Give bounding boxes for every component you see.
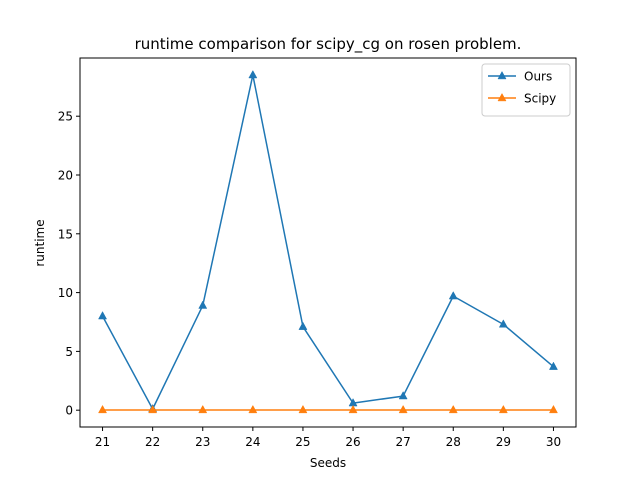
y-tick-label: 20 <box>58 169 73 183</box>
x-tick-label: 22 <box>145 435 160 449</box>
data-point-scipy <box>348 404 358 414</box>
x-tick-label: 21 <box>95 435 110 449</box>
data-point-scipy <box>198 404 208 414</box>
x-tick-label: 24 <box>245 435 260 449</box>
x-tick-label: 30 <box>546 435 561 449</box>
data-point-scipy <box>148 404 158 414</box>
x-tick-label: 23 <box>195 435 210 449</box>
x-tick-label: 29 <box>496 435 511 449</box>
data-point-ours <box>398 391 408 400</box>
data-point-ours <box>248 70 258 79</box>
legend-marker-ours <box>497 70 507 80</box>
data-point-scipy <box>548 404 558 414</box>
data-point-scipy <box>398 404 408 414</box>
x-tick-label: 27 <box>396 435 411 449</box>
data-point-ours <box>98 311 108 320</box>
data-point-scipy <box>298 404 308 414</box>
chart-title: runtime comparison for scipy_cg on rosen… <box>135 35 522 54</box>
data-point-ours <box>448 291 458 300</box>
x-tick-label: 28 <box>446 435 461 449</box>
legend-label-ours: Ours <box>524 70 552 84</box>
legend-marker-scipy <box>497 92 507 102</box>
x-tick-label: 26 <box>345 435 360 449</box>
x-tick-label: 25 <box>295 435 310 449</box>
data-point-ours <box>498 319 508 328</box>
data-point-scipy <box>248 404 258 414</box>
x-axis: 21 22 23 24 25 26 27 28 29 30 <box>95 427 561 449</box>
legend-label-scipy: Scipy <box>524 92 556 106</box>
data-point-ours <box>548 361 558 370</box>
series-line-ours <box>101 74 554 410</box>
plot-frame <box>79 57 577 428</box>
y-axis: 0 5 10 15 20 25 <box>58 110 80 418</box>
legend: Ours Scipy <box>481 63 571 117</box>
y-tick-label: 0 <box>65 404 73 418</box>
data-point-scipy <box>498 404 508 414</box>
data-point-ours <box>198 300 208 309</box>
series-layer <box>98 70 558 414</box>
y-tick-label: 15 <box>58 227 73 241</box>
y-tick-label: 5 <box>65 345 73 359</box>
y-tick-label: 25 <box>58 110 73 124</box>
data-point-scipy <box>98 404 108 414</box>
data-point-scipy <box>448 404 458 414</box>
y-tick-label: 10 <box>58 286 73 300</box>
data-point-ours <box>298 321 308 330</box>
x-axis-label: Seeds <box>310 456 346 470</box>
y-axis-label: runtime <box>33 219 47 266</box>
